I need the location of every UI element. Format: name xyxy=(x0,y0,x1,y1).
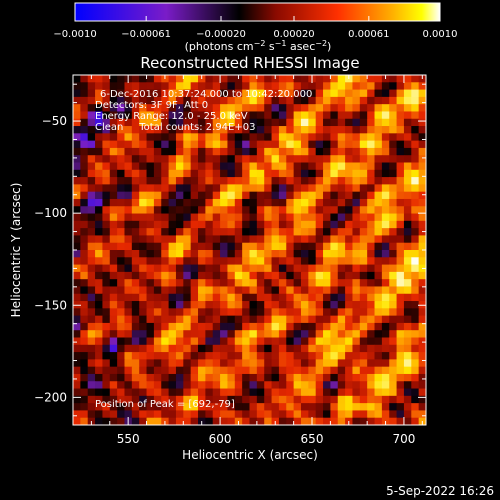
y-tick-label: −100 xyxy=(34,206,67,220)
y-tick-label: −150 xyxy=(34,298,67,312)
colorbar-tick-label: −0.0010 xyxy=(53,29,96,40)
colorbar-unit-label: (photons cm−2 s−1 asec−2) xyxy=(185,39,332,53)
colorbar-gradient xyxy=(74,2,441,22)
colorbar: −0.0010 −0.00061 −0.00020 0.00020 0.00061 0.0… xyxy=(53,2,458,53)
annotation-time-range: 6-Dec-2016 10:37:24.000 to 10:42:20.000 xyxy=(100,89,312,100)
y-tick-label: −200 xyxy=(34,390,67,404)
y-axis-label: Heliocentric Y (arcsec) xyxy=(9,183,23,318)
colorbar-ticks: −0.0010 −0.00061 −0.00020 0.00020 0.00061 0.0… xyxy=(53,16,458,40)
colorbar-tick-label: 0.0010 xyxy=(423,29,458,40)
annotation-peak-position: Position of Peak = [692,-79] xyxy=(95,399,235,410)
x-tick-label: 550 xyxy=(117,432,140,446)
x-tick-label: 650 xyxy=(301,432,324,446)
image-heatmap xyxy=(73,75,426,425)
colorbar-tick-label: −0.00061 xyxy=(121,29,171,40)
x-axis-label: Heliocentric X (arcsec) xyxy=(182,448,318,462)
chart-title: Reconstructed RHESSI Image xyxy=(140,54,359,72)
x-axis: 550 600 650 700 xyxy=(72,75,423,446)
annotation-energy-range: Energy Range: 12.0 - 25.0 keV xyxy=(95,111,248,122)
y-tick-label: −50 xyxy=(42,114,67,128)
y-axis: −50 −100 −150 −200 xyxy=(34,83,426,417)
annotation-clean-counts: Clean Total counts: 2.94E+03 xyxy=(95,122,255,133)
colorbar-tick-label: 0.00020 xyxy=(273,29,314,40)
annotation-detectors: Detectors: 3F 9F, Att 0 xyxy=(95,100,208,111)
colorbar-tick-label: 0.00061 xyxy=(348,29,389,40)
x-tick-label: 600 xyxy=(209,432,232,446)
info-annotations: 6-Dec-2016 10:37:24.000 to 10:42:20.000 … xyxy=(95,89,312,410)
footer-timestamp: 5-Sep-2022 16:26 xyxy=(386,484,494,498)
x-tick-label: 700 xyxy=(392,432,415,446)
colorbar-tick-label: −0.00020 xyxy=(196,29,246,40)
